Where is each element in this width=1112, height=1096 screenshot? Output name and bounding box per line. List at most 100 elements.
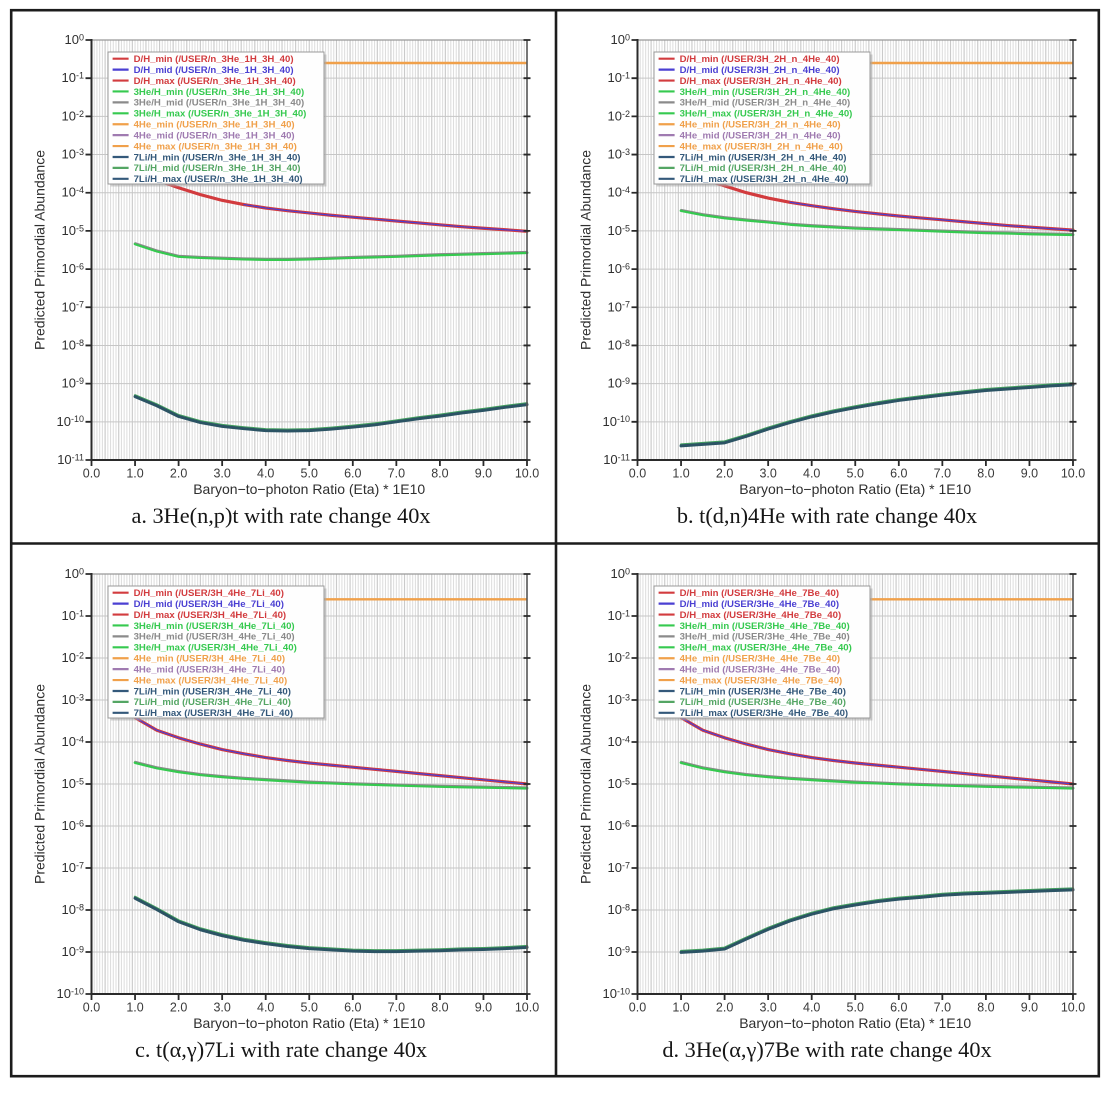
- svg-text:0.0: 0.0: [629, 1001, 646, 1015]
- svg-text:D/H_mid (/USER/3H_2H_n_4He_40): D/H_mid (/USER/3H_2H_n_4He_40): [680, 65, 840, 76]
- svg-text:D/H_min (/USER/n_3He_1H_3H_40): D/H_min (/USER/n_3He_1H_3H_40): [134, 54, 294, 65]
- svg-text:3He/H_min (/USER/3H_2H_n_4He_4: 3He/H_min (/USER/3H_2H_n_4He_40): [680, 87, 851, 98]
- svg-text:D/H_min (/USER/3H_2H_n_4He_40): D/H_min (/USER/3H_2H_n_4He_40): [680, 54, 840, 65]
- svg-text:5.0: 5.0: [847, 1001, 864, 1015]
- svg-text:2.0: 2.0: [170, 467, 187, 481]
- svg-text:Baryon−to−photon Ratio (Eta) *: Baryon−to−photon Ratio (Eta) * 1E10: [739, 1015, 971, 1031]
- svg-text:1.0: 1.0: [672, 467, 689, 481]
- svg-text:Predicted Primordial Abundance: Predicted Primordial Abundance: [32, 150, 48, 350]
- svg-text:D/H_min (/USER/3H_4He_7Li_40): D/H_min (/USER/3H_4He_7Li_40): [134, 588, 284, 599]
- svg-text:Baryon−to−photon Ratio (Eta) *: Baryon−to−photon Ratio (Eta) * 1E10: [193, 481, 425, 497]
- svg-text:4He_mid (/USER/3H_2H_n_4He_40): 4He_mid (/USER/3H_2H_n_4He_40): [680, 130, 841, 141]
- svg-text:6.0: 6.0: [344, 467, 361, 481]
- svg-text:3He/H_mid (/USER/3He_4He_7Be_4: 3He/H_mid (/USER/3He_4He_7Be_40): [680, 632, 850, 643]
- svg-text:4He_max (/USER/n_3He_1H_3H_40): 4He_max (/USER/n_3He_1H_3H_40): [134, 141, 297, 152]
- svg-text:5.0: 5.0: [301, 1001, 318, 1015]
- svg-text:Predicted Primordial Abundance: Predicted Primordial Abundance: [578, 150, 594, 350]
- svg-text:1.0: 1.0: [126, 1001, 143, 1015]
- svg-text:8.0: 8.0: [977, 467, 994, 481]
- svg-text:3.0: 3.0: [759, 1001, 776, 1015]
- svg-text:D/H_max (/USER/3H_4He_7Li_40): D/H_max (/USER/3H_4He_7Li_40): [134, 610, 287, 621]
- svg-text:3He/H_mid (/USER/3H_2H_n_4He_4: 3He/H_mid (/USER/3H_2H_n_4He_40): [680, 98, 851, 109]
- svg-text:2.0: 2.0: [716, 467, 733, 481]
- svg-text:D/H_max (/USER/n_3He_1H_3H_40): D/H_max (/USER/n_3He_1H_3H_40): [134, 76, 296, 87]
- svg-text:10.0: 10.0: [515, 467, 539, 481]
- svg-text:3He/H_min (/USER/3He_4He_7Be_4: 3He/H_min (/USER/3He_4He_7Be_40): [680, 621, 850, 632]
- svg-text:Baryon−to−photon Ratio (Eta) *: Baryon−to−photon Ratio (Eta) * 1E10: [193, 1015, 425, 1031]
- svg-text:4.0: 4.0: [803, 467, 820, 481]
- svg-text:10.0: 10.0: [1061, 1001, 1085, 1015]
- svg-text:6.0: 6.0: [890, 467, 907, 481]
- svg-text:3.0: 3.0: [213, 467, 230, 481]
- svg-text:7.0: 7.0: [934, 1001, 951, 1015]
- svg-text:4He_min (/USER/3He_4He_7Be_40): 4He_min (/USER/3He_4He_7Be_40): [680, 654, 841, 665]
- svg-text:4He_mid (/USER/3H_4He_7Li_40): 4He_mid (/USER/3H_4He_7Li_40): [134, 664, 285, 675]
- svg-text:5.0: 5.0: [301, 467, 318, 481]
- svg-text:3.0: 3.0: [213, 1001, 230, 1015]
- svg-text:10.0: 10.0: [515, 1001, 539, 1015]
- svg-text:9.0: 9.0: [475, 467, 492, 481]
- svg-text:7Li/H_max (/USER/n_3He_1H_3H_4: 7Li/H_max (/USER/n_3He_1H_3H_40): [134, 174, 303, 185]
- svg-text:7Li/H_mid (/USER/3He_4He_7Be_4: 7Li/H_mid (/USER/3He_4He_7Be_40): [680, 697, 846, 708]
- svg-text:3He/H_max (/USER/3He_4He_7Be_4: 3He/H_max (/USER/3He_4He_7Be_40): [680, 643, 852, 654]
- svg-text:4He_min (/USER/n_3He_1H_3H_40): 4He_min (/USER/n_3He_1H_3H_40): [134, 120, 295, 131]
- svg-text:3He/H_mid (/USER/3H_4He_7Li_40: 3He/H_mid (/USER/3H_4He_7Li_40): [134, 632, 295, 643]
- svg-text:0.0: 0.0: [83, 467, 100, 481]
- svg-text:7Li/H_min (/USER/n_3He_1H_3H_4: 7Li/H_min (/USER/n_3He_1H_3H_40): [134, 152, 301, 163]
- svg-text:3He/H_max (/USER/3H_4He_7Li_40: 3He/H_max (/USER/3H_4He_7Li_40): [134, 643, 297, 654]
- svg-text:2.0: 2.0: [716, 1001, 733, 1015]
- svg-text:8.0: 8.0: [431, 1001, 448, 1015]
- svg-text:9.0: 9.0: [475, 1001, 492, 1015]
- svg-text:7.0: 7.0: [934, 467, 951, 481]
- svg-text:6.0: 6.0: [344, 1001, 361, 1015]
- svg-text:1.0: 1.0: [672, 1001, 689, 1015]
- svg-text:5.0: 5.0: [847, 467, 864, 481]
- svg-text:7Li/H_max (/USER/3H_2H_n_4He_4: 7Li/H_max (/USER/3H_2H_n_4He_40): [680, 174, 849, 185]
- svg-text:2.0: 2.0: [170, 1001, 187, 1015]
- svg-text:4He_max (/USER/3He_4He_7Be_40): 4He_max (/USER/3He_4He_7Be_40): [680, 675, 843, 686]
- svg-text:3He/H_min (/USER/n_3He_1H_3H_4: 3He/H_min (/USER/n_3He_1H_3H_40): [134, 87, 305, 98]
- svg-text:7.0: 7.0: [388, 467, 405, 481]
- svg-text:4He_min (/USER/3H_2H_n_4He_40): 4He_min (/USER/3H_2H_n_4He_40): [680, 120, 841, 131]
- svg-text:7Li/H_mid (/USER/n_3He_1H_3H_4: 7Li/H_mid (/USER/n_3He_1H_3H_40): [134, 163, 301, 174]
- svg-text:1.0: 1.0: [126, 467, 143, 481]
- svg-text:7Li/H_max (/USER/3He_4He_7Be_4: 7Li/H_max (/USER/3He_4He_7Be_40): [680, 708, 849, 719]
- svg-text:8.0: 8.0: [977, 1001, 994, 1015]
- svg-text:D/H_mid (/USER/n_3He_1H_3H_40): D/H_mid (/USER/n_3He_1H_3H_40): [134, 65, 294, 76]
- svg-text:D/H_max (/USER/3He_4He_7Be_40): D/H_max (/USER/3He_4He_7Be_40): [680, 610, 842, 621]
- svg-text:7Li/H_mid (/USER/3H_2H_n_4He_4: 7Li/H_mid (/USER/3H_2H_n_4He_40): [680, 163, 847, 174]
- svg-text:3He/H_max (/USER/n_3He_1H_3H_4: 3He/H_max (/USER/n_3He_1H_3H_40): [134, 109, 307, 120]
- svg-text:3.0: 3.0: [759, 467, 776, 481]
- svg-text:4He_mid (/USER/n_3He_1H_3H_40): 4He_mid (/USER/n_3He_1H_3H_40): [134, 130, 295, 141]
- svg-text:8.0: 8.0: [431, 467, 448, 481]
- svg-text:a. 3He(n,p)t with rate change: a. 3He(n,p)t with rate change 40x: [131, 503, 430, 528]
- svg-text:9.0: 9.0: [1021, 467, 1038, 481]
- svg-text:3He/H_min (/USER/3H_4He_7Li_40: 3He/H_min (/USER/3H_4He_7Li_40): [134, 621, 295, 632]
- svg-text:D/H_mid (/USER/3He_4He_7Be_40): D/H_mid (/USER/3He_4He_7Be_40): [680, 599, 839, 610]
- svg-text:D/H_max (/USER/3H_2H_n_4He_40): D/H_max (/USER/3H_2H_n_4He_40): [680, 76, 842, 87]
- svg-text:Predicted Primordial Abundance: Predicted Primordial Abundance: [578, 684, 594, 884]
- svg-text:D/H_min (/USER/3He_4He_7Be_40): D/H_min (/USER/3He_4He_7Be_40): [680, 588, 839, 599]
- svg-text:Predicted Primordial Abundance: Predicted Primordial Abundance: [32, 684, 48, 884]
- svg-text:Baryon−to−photon Ratio (Eta) *: Baryon−to−photon Ratio (Eta) * 1E10: [739, 481, 971, 497]
- svg-text:4.0: 4.0: [257, 467, 274, 481]
- svg-text:4.0: 4.0: [257, 1001, 274, 1015]
- svg-text:7Li/H_min (/USER/3He_4He_7Be_4: 7Li/H_min (/USER/3He_4He_7Be_40): [680, 686, 846, 697]
- svg-text:9.0: 9.0: [1021, 1001, 1038, 1015]
- svg-text:10.0: 10.0: [1061, 467, 1085, 481]
- svg-text:7Li/H_mid (/USER/3H_4He_7Li_40: 7Li/H_mid (/USER/3H_4He_7Li_40): [134, 697, 291, 708]
- svg-text:7.0: 7.0: [388, 1001, 405, 1015]
- svg-text:7Li/H_min (/USER/3H_2H_n_4He_4: 7Li/H_min (/USER/3H_2H_n_4He_40): [680, 152, 847, 163]
- svg-text:3He/H_mid (/USER/n_3He_1H_3H_4: 3He/H_mid (/USER/n_3He_1H_3H_40): [134, 98, 305, 109]
- svg-text:c. t(α,γ)7Li with rate change: c. t(α,γ)7Li with rate change 40x: [135, 1037, 427, 1062]
- svg-text:6.0: 6.0: [890, 1001, 907, 1015]
- svg-text:0.0: 0.0: [629, 467, 646, 481]
- svg-text:4.0: 4.0: [803, 1001, 820, 1015]
- svg-text:4He_max (/USER/3H_2H_n_4He_40): 4He_max (/USER/3H_2H_n_4He_40): [680, 141, 843, 152]
- svg-text:b. t(d,n)4He with rate change: b. t(d,n)4He with rate change 40x: [677, 503, 977, 528]
- svg-text:4He_min (/USER/3H_4He_7Li_40): 4He_min (/USER/3H_4He_7Li_40): [134, 654, 285, 665]
- svg-text:d. 3He(α,γ)7Be with rate chang: d. 3He(α,γ)7Be with rate change 40x: [662, 1037, 991, 1062]
- svg-text:7Li/H_min (/USER/3H_4He_7Li_40: 7Li/H_min (/USER/3H_4He_7Li_40): [134, 686, 291, 697]
- svg-text:4He_max (/USER/3H_4He_7Li_40): 4He_max (/USER/3H_4He_7Li_40): [134, 675, 288, 686]
- svg-text:4He_mid (/USER/3He_4He_7Be_40): 4He_mid (/USER/3He_4He_7Be_40): [680, 664, 841, 675]
